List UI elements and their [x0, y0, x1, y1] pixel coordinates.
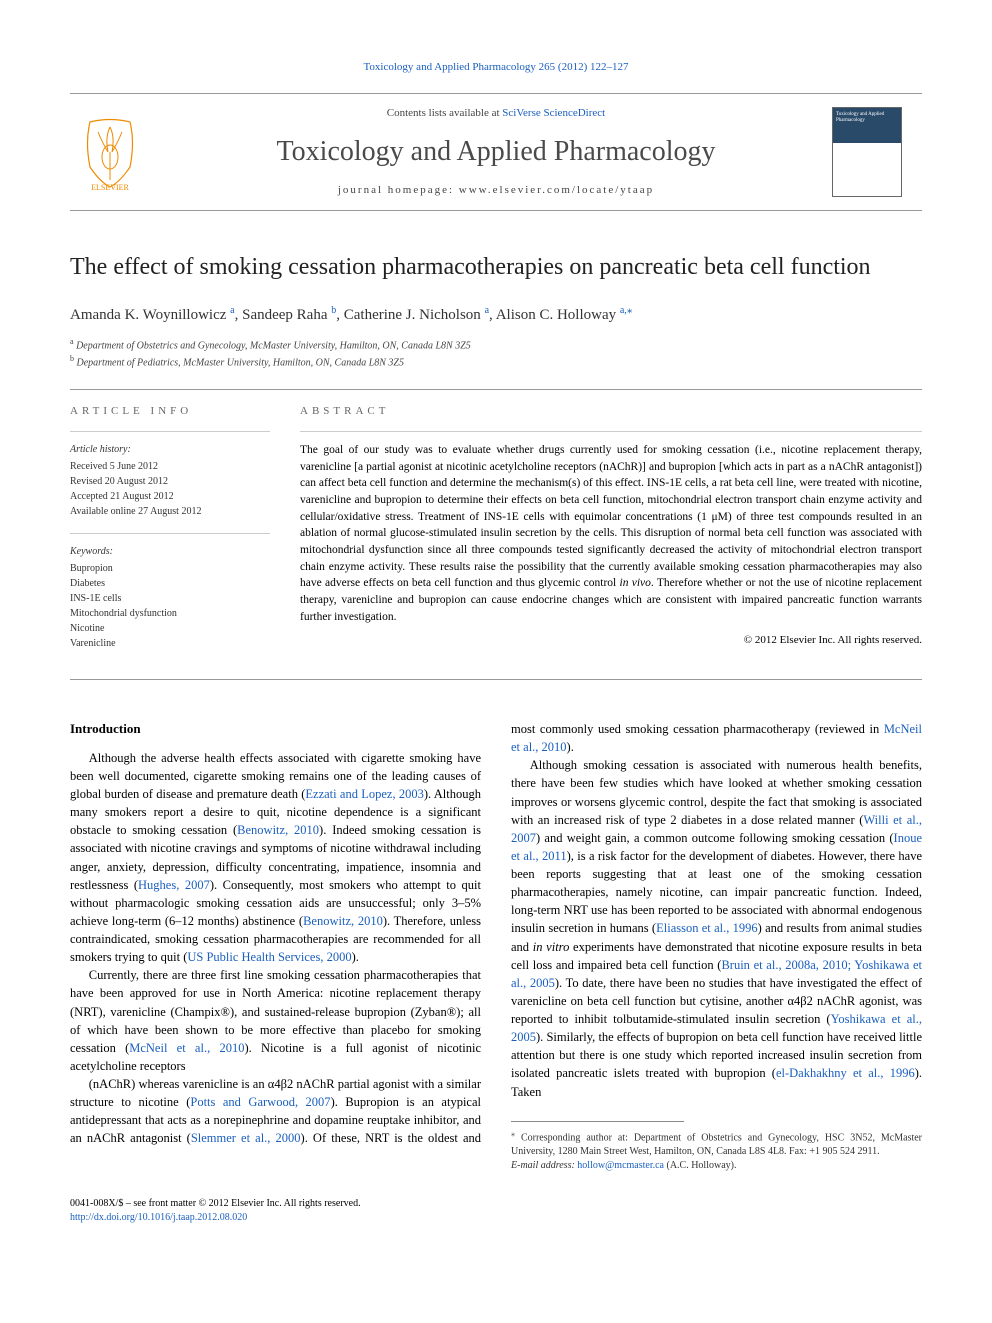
journal-citation[interactable]: Toxicology and Applied Pharmacology 265 … [70, 60, 922, 75]
keywords-block: Keywords: BupropionDiabetesINS-1E cellsM… [70, 544, 270, 651]
body-paragraph: Currently, there are three first line sm… [70, 966, 481, 1075]
corresponding-author-footnote: ⁎ Corresponding author at: Department of… [511, 1128, 922, 1159]
email-link[interactable]: hollow@mcmaster.ca [577, 1160, 664, 1171]
introduction-heading: Introduction [70, 720, 481, 739]
abstract-heading: ABSTRACT [300, 404, 922, 419]
journal-name: Toxicology and Applied Pharmacology [180, 132, 812, 171]
footnote-separator [511, 1121, 684, 1122]
email-footnote: E-mail address: hollow@mcmaster.ca (A.C.… [511, 1159, 922, 1173]
sciverse-line: Contents lists available at SciVerse Sci… [180, 106, 812, 121]
doi-link[interactable]: http://dx.doi.org/10.1016/j.taap.2012.08… [70, 1212, 247, 1223]
journal-masthead: ELSEVIER Contents lists available at Sci… [70, 93, 922, 211]
article-title: The effect of smoking cessation pharmaco… [70, 251, 922, 285]
bottom-publication-info: 0041-008X/$ – see front matter © 2012 El… [70, 1197, 922, 1225]
abstract-copyright: © 2012 Elsevier Inc. All rights reserved… [300, 633, 922, 648]
article-info-column: ARTICLE INFO Article history: Received 5… [70, 404, 270, 665]
affiliations: a Department of Obstetrics and Gynecolog… [70, 336, 922, 371]
body-paragraph: Although the adverse health effects asso… [70, 749, 481, 967]
elsevier-logo-icon: ELSEVIER [70, 112, 150, 192]
journal-homepage[interactable]: journal homepage: www.elsevier.com/locat… [180, 183, 812, 198]
body-paragraph: Although smoking cessation is associated… [511, 756, 922, 1100]
issn-line: 0041-008X/$ – see front matter © 2012 El… [70, 1197, 922, 1211]
article-body: Introduction Although the adverse health… [70, 720, 922, 1173]
sciverse-link[interactable]: SciVerse ScienceDirect [502, 107, 605, 119]
svg-text:ELSEVIER: ELSEVIER [91, 183, 129, 192]
article-history: Article history: Received 5 June 2012Rev… [70, 442, 270, 519]
article-info-heading: ARTICLE INFO [70, 404, 270, 419]
abstract-text: The goal of our study was to evaluate wh… [300, 442, 922, 625]
footnotes: ⁎ Corresponding author at: Department of… [511, 1128, 922, 1173]
abstract-column: ABSTRACT The goal of our study was to ev… [300, 404, 922, 665]
journal-cover-icon [832, 107, 902, 197]
author-list: Amanda K. Woynillowicz a, Sandeep Raha b… [70, 303, 922, 326]
